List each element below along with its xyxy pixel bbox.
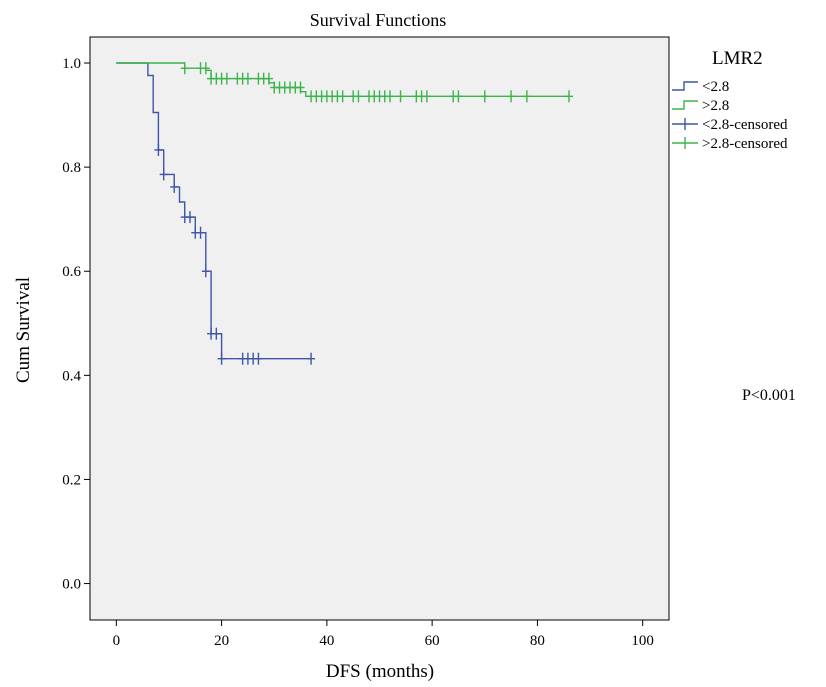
censor-mark — [201, 265, 210, 278]
legend-label: <2.8-censored — [702, 117, 788, 133]
x-tick-label: 60 — [425, 633, 440, 649]
censor-mark — [254, 352, 263, 365]
censor-mark — [422, 90, 431, 103]
censor-mark — [201, 62, 210, 75]
censor-mark — [454, 90, 463, 103]
censor-mark — [480, 90, 489, 103]
censor-mark — [186, 211, 195, 224]
censor-mark — [396, 90, 405, 103]
y-tick-label: 0.6 — [62, 264, 81, 280]
series-line-0 — [116, 62, 312, 360]
legend-step-swatch — [672, 100, 698, 110]
censor-mark — [196, 226, 205, 239]
censor-mark — [522, 90, 531, 103]
legend: <2.8 >2.8 <2.8-censored >2.8-censored — [672, 79, 788, 152]
censor-marks — [154, 62, 573, 365]
legend-label: >2.8-censored — [702, 136, 788, 152]
censor-mark — [212, 327, 221, 340]
legend-title: LMR2 — [712, 48, 763, 69]
y-axis-label: Cum Survival — [13, 277, 34, 383]
censor-mark — [338, 90, 347, 103]
censor-mark — [217, 352, 226, 365]
censor-mark — [296, 81, 305, 94]
censor-mark — [170, 180, 179, 193]
y-tick-label: 1.0 — [62, 56, 81, 72]
censor-mark — [564, 90, 573, 103]
x-tick-label: 40 — [319, 633, 334, 649]
censor-mark — [243, 72, 252, 85]
censor-mark — [507, 90, 516, 103]
legend-label: >2.8 — [702, 98, 729, 114]
y-tick-label: 0.4 — [62, 368, 81, 384]
legend-item: >2.8-censored — [672, 136, 788, 152]
censor-mark — [386, 90, 395, 103]
axes: 0 20 40 60 80 100 0.0 0.2 0.4 0.6 0.8 1.0 — [62, 56, 654, 649]
censor-mark — [159, 168, 168, 181]
censor-mark — [264, 72, 273, 85]
y-tick-label: 0.2 — [62, 472, 81, 488]
legend-item: <2.8 — [672, 79, 729, 95]
legend-item: >2.8 — [672, 98, 729, 114]
legend-step-swatch — [672, 81, 698, 91]
y-tick-label: 0.8 — [62, 160, 81, 176]
x-tick-label: 0 — [113, 633, 121, 649]
x-tick-label: 100 — [631, 633, 654, 649]
censor-mark — [354, 90, 363, 103]
chart-title: Survival Functions — [310, 10, 447, 30]
plot-area — [89, 36, 670, 621]
censor-mark — [180, 62, 189, 75]
x-axis-label: DFS (months) — [326, 661, 434, 682]
legend-label: <2.8 — [702, 79, 729, 95]
censor-mark — [307, 352, 316, 365]
censor-mark — [222, 72, 231, 85]
censor-mark — [154, 143, 163, 156]
p-value-annotation: P<0.001 — [742, 387, 796, 404]
legend-item: <2.8-censored — [672, 117, 788, 133]
x-tick-label: 20 — [214, 633, 229, 649]
x-tick-label: 80 — [530, 633, 545, 649]
y-tick-label: 0.0 — [62, 577, 81, 593]
